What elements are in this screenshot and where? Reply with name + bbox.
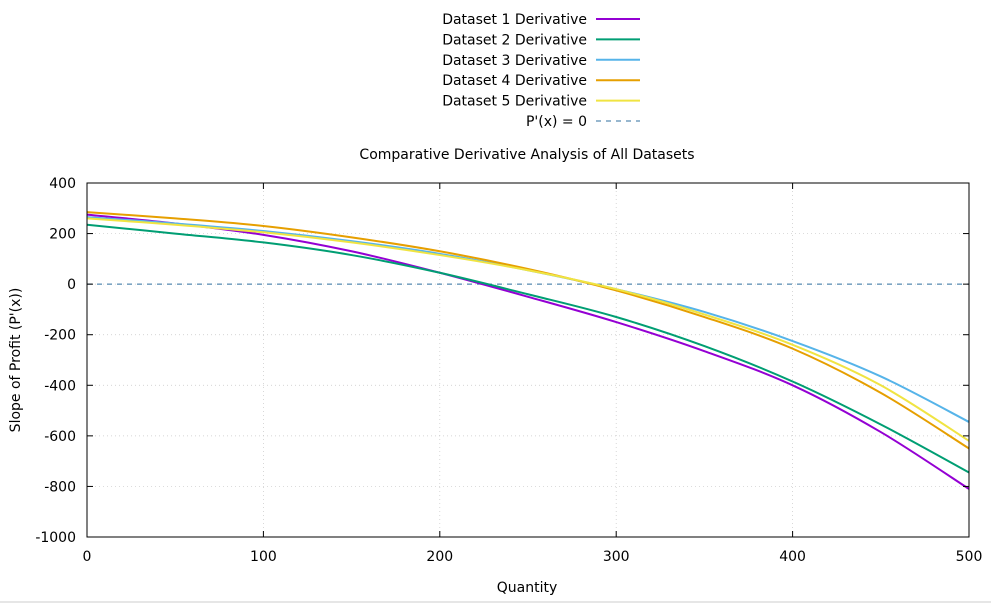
y-tick-label: 200 xyxy=(49,227,76,243)
series-line-dataset-1 xyxy=(86,213,970,490)
series-line-dataset-2 xyxy=(86,223,970,474)
series-line-dataset-4 xyxy=(86,211,970,450)
bottom-border xyxy=(0,601,991,603)
y-tick-label: 0 xyxy=(67,277,76,293)
legend-label: Dataset 2 Derivative xyxy=(442,32,587,48)
y-tick-label: -600 xyxy=(44,429,76,445)
y-tick-label: -400 xyxy=(44,378,76,394)
y-tick-label: 400 xyxy=(49,176,76,192)
grid xyxy=(87,183,969,537)
chart-title: Comparative Derivative Analysis of All D… xyxy=(359,147,694,163)
series-line-dataset-5 xyxy=(86,217,970,442)
x-axis-label: Quantity xyxy=(497,580,558,596)
y-tick-labels: 400 200 0 -200 -400 -600 -800 -1000 xyxy=(35,176,76,546)
legend-label: Dataset 5 Derivative xyxy=(442,94,587,110)
y-tick-label: -800 xyxy=(44,479,76,495)
legend-label: Dataset 1 Derivative xyxy=(442,12,587,28)
series-line-dataset-3 xyxy=(86,216,970,423)
legend-label: Dataset 3 Derivative xyxy=(442,53,587,69)
x-tick-label: 300 xyxy=(603,549,630,565)
y-axis-label: Slope of Profit (P'(x)) xyxy=(8,288,24,433)
x-tick-label: 500 xyxy=(956,549,983,565)
x-tick-label: 400 xyxy=(779,549,806,565)
y-tick-label: -200 xyxy=(44,328,76,344)
tick-marks xyxy=(86,182,970,538)
legend-label: Dataset 4 Derivative xyxy=(442,73,587,89)
legend: Dataset 1 Derivative Dataset 2 Derivative… xyxy=(442,12,640,130)
x-tick-label: 200 xyxy=(426,549,453,565)
x-tick-label: 0 xyxy=(83,549,92,565)
legend-label: P'(x) = 0 xyxy=(526,114,587,130)
x-tick-label: 100 xyxy=(250,549,277,565)
x-tick-labels: 0 100 200 300 400 500 xyxy=(83,549,983,565)
series-group xyxy=(86,211,970,490)
plot-frame xyxy=(86,182,970,538)
y-tick-label: -1000 xyxy=(35,530,76,546)
